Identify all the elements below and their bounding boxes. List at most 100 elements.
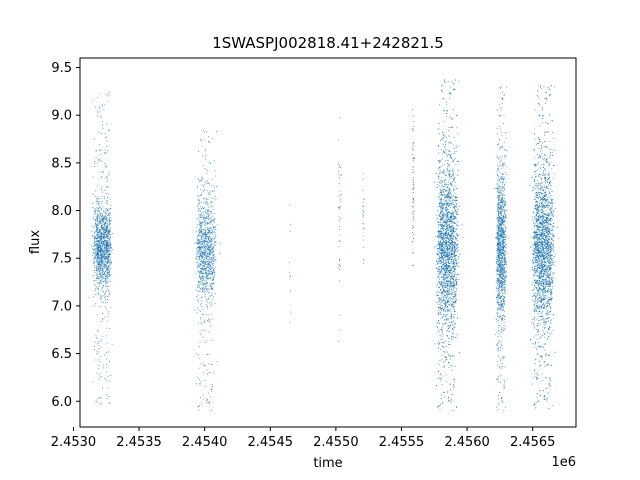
data-point (439, 244, 441, 246)
data-point (412, 145, 414, 147)
data-point (198, 309, 200, 312)
data-point (445, 285, 447, 287)
data-point (202, 271, 204, 273)
data-point (96, 264, 98, 267)
data-point (441, 335, 443, 337)
data-point (441, 236, 443, 238)
data-point (198, 207, 200, 209)
data-point (101, 195, 103, 198)
data-point (210, 363, 212, 365)
data-point (107, 220, 109, 222)
data-point (456, 274, 458, 276)
data-point (446, 283, 448, 285)
data-point (106, 387, 108, 389)
data-point (211, 313, 213, 315)
data-point (106, 281, 108, 283)
data-point (97, 185, 99, 187)
data-point (440, 236, 442, 238)
data-point (208, 402, 210, 404)
data-point (449, 316, 451, 318)
data-point (213, 212, 215, 214)
data-point (212, 209, 214, 211)
data-point (453, 189, 455, 192)
data-point (449, 311, 452, 313)
data-point (204, 385, 206, 387)
data-point (455, 262, 457, 264)
data-point (442, 283, 444, 285)
data-point (109, 244, 111, 246)
data-point (200, 272, 202, 275)
data-point (99, 171, 102, 173)
data-point (438, 268, 440, 271)
data-point (439, 212, 442, 214)
data-point (207, 224, 209, 226)
data-point (448, 229, 450, 232)
data-point (97, 259, 99, 261)
data-point (450, 194, 452, 196)
data-point (362, 205, 364, 207)
data-point (446, 168, 448, 170)
data-point (451, 267, 453, 269)
data-point (92, 260, 94, 262)
data-point (101, 237, 103, 239)
data-point (203, 265, 205, 267)
data-point (207, 288, 209, 290)
data-point (339, 258, 341, 260)
data-point (212, 137, 214, 139)
data-point (448, 274, 450, 277)
data-point (99, 247, 101, 249)
data-point (96, 261, 98, 263)
data-point (451, 260, 453, 262)
data-point (441, 164, 443, 166)
data-point (207, 242, 209, 244)
data-point (101, 160, 103, 162)
data-point (438, 185, 440, 187)
data-point (208, 239, 210, 241)
data-point (99, 258, 101, 260)
data-point (197, 376, 199, 378)
data-point (413, 199, 415, 201)
data-point (99, 202, 101, 204)
data-point (201, 215, 203, 217)
data-point (208, 403, 210, 405)
data-point (96, 350, 98, 352)
data-point (200, 238, 202, 240)
data-point (412, 227, 414, 229)
data-point (442, 184, 444, 186)
data-point (205, 231, 207, 233)
data-point (104, 240, 106, 242)
data-point (444, 311, 446, 313)
data-point (203, 254, 205, 256)
data-point (452, 185, 454, 187)
data-point (451, 304, 453, 307)
data-point (215, 241, 217, 244)
data-point (442, 259, 444, 262)
data-point (412, 213, 414, 215)
data-point (106, 210, 108, 212)
data-point (446, 155, 448, 157)
data-point (441, 225, 443, 227)
data-point (449, 165, 451, 167)
data-point (106, 249, 108, 251)
data-point (210, 256, 212, 258)
data-point (105, 308, 108, 310)
data-point (454, 231, 456, 233)
data-point (101, 208, 103, 210)
data-point (445, 346, 447, 348)
data-point (197, 238, 199, 241)
data-point (100, 230, 102, 232)
data-point (456, 235, 458, 237)
data-point (442, 246, 444, 248)
data-point (101, 301, 103, 303)
data-point (95, 255, 97, 257)
data-point (362, 216, 364, 218)
data-point (99, 283, 101, 285)
data-point (455, 198, 457, 200)
data-point (96, 150, 98, 152)
data-point (447, 196, 449, 198)
data-point (442, 346, 444, 348)
data-point (214, 244, 216, 246)
data-point (441, 84, 443, 86)
data-point (109, 217, 111, 220)
data-point (442, 143, 444, 145)
